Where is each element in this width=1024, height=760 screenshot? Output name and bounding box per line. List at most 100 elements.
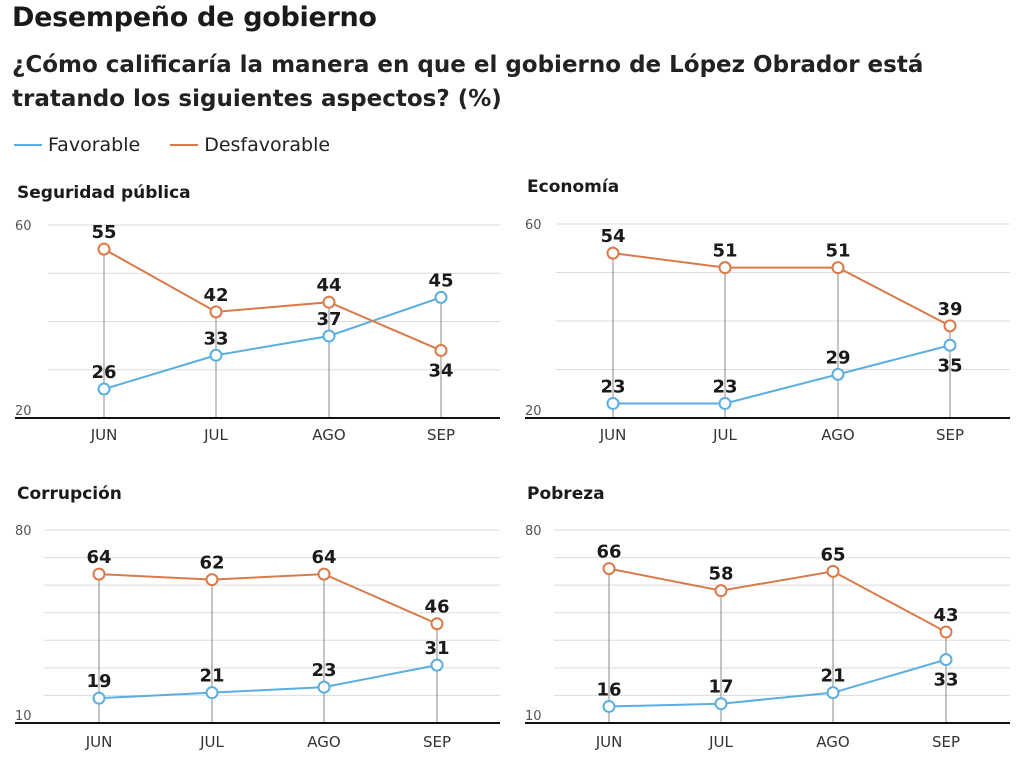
data-point-favorable xyxy=(97,382,111,396)
chart-pobreza: Pobreza 10 80 JUN JUL AGO SEP 16 17 21 33 66 58 65 43 xyxy=(525,484,1010,751)
data-point-favorable xyxy=(205,686,219,700)
series-line-desfavorable xyxy=(103,248,442,352)
data-label-favorable: 45 xyxy=(428,270,453,291)
data-point-favorable xyxy=(826,686,840,700)
data-point-desfavorable xyxy=(92,567,106,581)
x-tick-label: AGO xyxy=(821,426,854,444)
data-label-favorable: 23 xyxy=(600,376,625,397)
data-point-desfavorable xyxy=(434,343,448,357)
chart-seguridad-publica: Seguridad pública 20 60 JUN JUL AGO SEP 26 33 37 4… xyxy=(15,183,500,444)
data-label-desfavorable: 43 xyxy=(933,605,958,626)
y-tick-label: 10 xyxy=(525,709,542,724)
data-label-desfavorable: 64 xyxy=(311,547,336,568)
series-line-favorable xyxy=(613,344,951,405)
legend-item-desfavorable: Desfavorable xyxy=(170,134,330,156)
y-tick-label: 60 xyxy=(525,218,542,233)
chart-corrupcion: Corrupción 10 80 JUN JUL AGO SEP 19 21 23 31 64 62 64… xyxy=(15,484,500,751)
page-subtitle: ¿Cómo calificaría la manera en que el go… xyxy=(12,52,924,112)
data-point-desfavorable xyxy=(317,567,331,581)
data-label-desfavorable: 42 xyxy=(203,285,228,306)
legend-swatch-desfavorable xyxy=(170,144,199,146)
data-label-favorable: 33 xyxy=(203,328,228,349)
y-tick-label: 60 xyxy=(15,219,32,234)
data-point-desfavorable xyxy=(430,617,444,631)
data-point-desfavorable xyxy=(322,295,336,309)
data-point-favorable xyxy=(943,338,957,352)
legend-label-desfavorable: Desfavorable xyxy=(204,134,331,156)
data-point-desfavorable xyxy=(939,625,953,639)
y-tick-label: 80 xyxy=(525,524,542,539)
x-tick-label: SEP xyxy=(423,733,451,751)
data-label-desfavorable: 46 xyxy=(424,597,449,618)
x-tick-label: JUN xyxy=(599,426,627,444)
data-label-desfavorable: 55 xyxy=(91,222,116,243)
data-label-favorable: 33 xyxy=(933,670,958,691)
data-label-desfavorable: 62 xyxy=(199,553,224,574)
data-point-desfavorable xyxy=(714,584,728,598)
x-tick-label: JUL xyxy=(712,426,737,444)
data-label-favorable: 16 xyxy=(596,679,621,700)
x-tick-label: JUL xyxy=(708,733,733,751)
series-line-favorable xyxy=(103,296,442,391)
y-tick-label: 80 xyxy=(15,524,32,539)
data-point-desfavorable xyxy=(205,573,219,587)
data-point-favorable xyxy=(430,658,444,672)
data-point-favorable xyxy=(434,290,448,304)
data-point-desfavorable xyxy=(602,562,616,576)
data-label-favorable: 37 xyxy=(316,309,341,330)
data-label-favorable: 26 xyxy=(91,362,116,383)
data-point-favorable xyxy=(322,329,336,343)
x-tick-label: AGO xyxy=(307,733,340,751)
data-label-desfavorable: 58 xyxy=(708,564,733,585)
data-point-favorable xyxy=(606,396,620,410)
x-tick-label: SEP xyxy=(936,426,964,444)
data-label-desfavorable: 51 xyxy=(825,241,850,262)
x-tick-label: JUL xyxy=(199,733,224,751)
x-tick-label: SEP xyxy=(932,733,960,751)
page-title: Desempeño de gobierno xyxy=(12,2,377,33)
y-tick-label: 10 xyxy=(15,709,32,724)
data-label-favorable: 31 xyxy=(424,638,449,659)
x-tick-label: SEP xyxy=(427,426,455,444)
y-tick-label: 20 xyxy=(15,404,32,419)
data-point-favorable xyxy=(317,680,331,694)
data-point-desfavorable xyxy=(97,242,111,256)
data-label-favorable: 23 xyxy=(712,376,737,397)
panel-title: Corrupción xyxy=(17,484,122,504)
chart-economia: Economía 20 60 JUN JUL AGO SEP 23 23 29 35 54 51 51 39 xyxy=(525,177,1010,444)
data-label-desfavorable: 64 xyxy=(86,547,111,568)
data-label-desfavorable: 66 xyxy=(596,542,621,563)
series-line-favorable xyxy=(608,658,947,708)
series-line-desfavorable xyxy=(98,573,438,625)
data-label-desfavorable: 54 xyxy=(600,226,625,247)
data-label-desfavorable: 65 xyxy=(820,544,845,565)
data-label-desfavorable: 44 xyxy=(316,275,341,296)
x-tick-label: AGO xyxy=(816,733,849,751)
data-point-favorable xyxy=(939,653,953,667)
data-label-favorable: 19 xyxy=(86,671,111,692)
legend-item-favorable: Favorable xyxy=(14,134,140,156)
x-tick-label: JUL xyxy=(203,426,228,444)
legend-swatch-favorable xyxy=(14,144,42,146)
data-label-favorable: 35 xyxy=(937,355,962,376)
series-line-desfavorable xyxy=(612,252,951,327)
data-point-desfavorable xyxy=(826,564,840,578)
panel-title: Seguridad pública xyxy=(17,183,191,203)
data-point-desfavorable xyxy=(943,319,957,333)
data-point-favorable xyxy=(92,691,106,705)
data-point-favorable xyxy=(718,396,732,410)
data-point-favorable xyxy=(602,699,616,713)
data-label-favorable: 23 xyxy=(311,660,336,681)
data-point-favorable xyxy=(209,348,223,362)
data-label-favorable: 17 xyxy=(708,677,733,698)
legend: Favorable Desfavorable xyxy=(14,134,330,156)
panel-title: Economía xyxy=(527,177,619,197)
data-point-desfavorable xyxy=(209,305,223,319)
data-point-desfavorable xyxy=(606,246,620,260)
data-label-desfavorable: 51 xyxy=(712,241,737,262)
data-label-favorable: 21 xyxy=(199,666,224,687)
x-tick-label: JUN xyxy=(90,426,118,444)
x-tick-label: JUN xyxy=(85,733,113,751)
data-point-favorable xyxy=(831,367,845,381)
data-point-desfavorable xyxy=(831,261,845,275)
